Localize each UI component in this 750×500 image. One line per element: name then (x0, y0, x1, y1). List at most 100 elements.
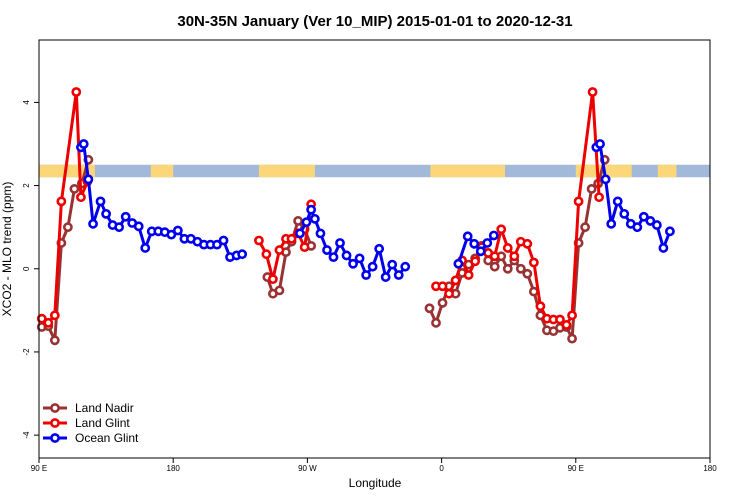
data-point (328, 252, 339, 263)
data-point (475, 246, 486, 257)
data-point (274, 245, 285, 255)
data-point (101, 208, 111, 219)
data-point (632, 222, 643, 233)
data-point (573, 196, 584, 207)
x-tick-label: 90 E (568, 464, 584, 473)
land-band-segment (430, 164, 505, 178)
y-tick-label: 4 (22, 100, 31, 105)
data-point (463, 270, 474, 280)
series-land-glint (36, 87, 604, 330)
legend-item: Land Glint (43, 416, 130, 430)
data-point (488, 230, 499, 241)
data-point (606, 218, 617, 229)
data-point (49, 335, 60, 346)
y-axis-label: XCO2 - MLO trend (ppm) (0, 182, 14, 317)
data-point (522, 238, 533, 249)
y-axis: -4 -2 0 2 4 (22, 100, 39, 439)
data-point (489, 251, 500, 262)
data-point (237, 249, 248, 260)
legend-marker (50, 418, 60, 428)
data-point (315, 228, 326, 239)
data-point (301, 217, 312, 228)
data-point (651, 220, 662, 230)
data-point (450, 275, 461, 286)
plot-frame (38, 39, 711, 459)
x-tick-label: 90 W (298, 464, 317, 473)
data-point (166, 229, 177, 240)
data-point (274, 285, 285, 296)
data-point (658, 243, 669, 253)
data-point (437, 281, 448, 292)
data-point (567, 333, 577, 344)
data-point (95, 196, 106, 207)
data-point (374, 243, 385, 254)
x-axis: 90 E 180 90 W 0 90 E 180 (31, 458, 717, 473)
data-point (502, 243, 513, 253)
data-point (437, 297, 448, 308)
data-point (424, 303, 435, 314)
data-point (299, 242, 310, 253)
data-point (286, 233, 297, 244)
data-point (268, 274, 278, 285)
data-point (71, 87, 82, 97)
data-point (120, 211, 131, 222)
data-point (387, 259, 398, 270)
data-point (140, 243, 151, 253)
legend-item: Land Nadir (43, 401, 134, 415)
data-point (212, 239, 222, 250)
data-point (469, 238, 480, 249)
data-point (309, 213, 320, 224)
data-point (528, 257, 539, 268)
data-point (78, 139, 89, 149)
data-point (341, 250, 352, 261)
data-point (354, 253, 365, 264)
data-point (665, 226, 675, 237)
data-point (361, 270, 372, 280)
land-band-segment (657, 164, 677, 178)
data-point (612, 196, 623, 207)
x-axis-label: Longitude (349, 476, 402, 490)
data-point (515, 263, 526, 274)
data-point (595, 139, 605, 149)
land-ocean-band (39, 164, 710, 178)
data-point (393, 270, 404, 280)
y-tick-label: 0 (22, 266, 31, 271)
data-point (43, 317, 54, 328)
data-point (56, 196, 67, 207)
data-point (619, 208, 630, 219)
data-point (431, 317, 441, 328)
data-point (306, 204, 317, 215)
data-point (462, 231, 473, 242)
data-point (380, 272, 391, 282)
x-tick-label: 0 (439, 464, 444, 473)
data-point (62, 222, 73, 233)
legend-label: Ocean Glint (75, 431, 139, 445)
x-tick-label: 90 E (31, 464, 47, 473)
legend-label: Land Nadir (75, 401, 134, 415)
data-point (496, 224, 507, 235)
data-point (69, 183, 80, 194)
series-ocean-glint (76, 139, 675, 282)
data-point (88, 218, 98, 229)
land-band-segment (258, 164, 315, 178)
data-point (444, 288, 454, 299)
legend-label: Land Glint (75, 416, 130, 430)
legend-marker (50, 403, 60, 413)
data-point (293, 216, 303, 226)
data-point (470, 256, 481, 267)
data-point (587, 87, 598, 97)
series-layer (36, 87, 675, 346)
data-point (133, 221, 144, 232)
data-point (295, 228, 305, 239)
data-point (509, 251, 520, 262)
data-point (535, 301, 546, 312)
data-point (335, 238, 345, 248)
data-point (482, 238, 493, 248)
ocean-band (39, 164, 710, 178)
data-point (567, 310, 577, 321)
data-point (400, 261, 411, 272)
data-point (594, 192, 604, 203)
data-point (555, 314, 565, 325)
